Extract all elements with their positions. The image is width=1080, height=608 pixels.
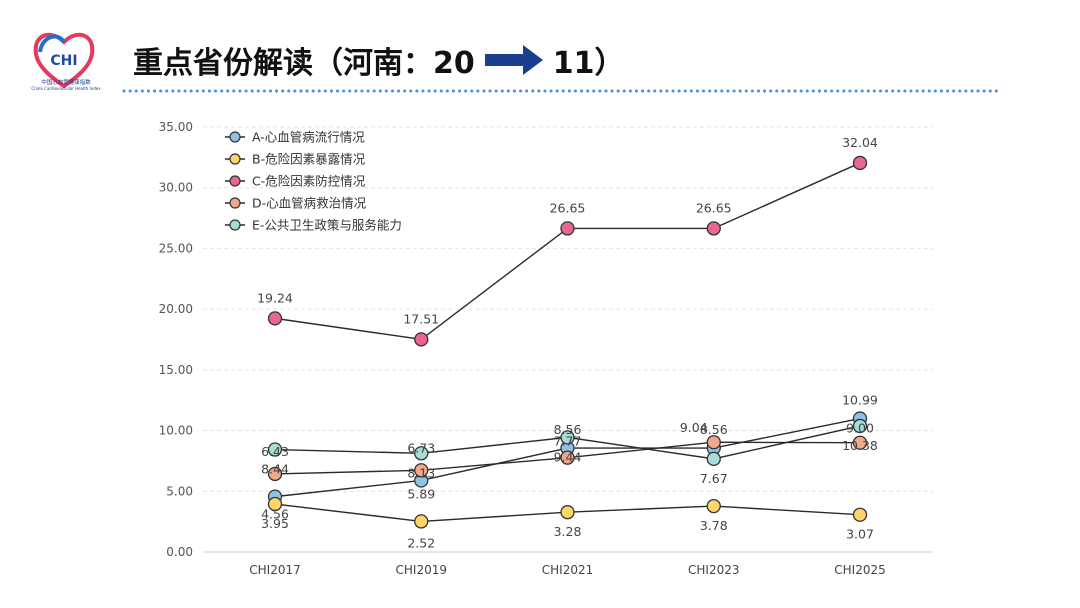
data-label: 4.56	[261, 507, 289, 522]
legend-entry: D-心血管病救治情况	[252, 196, 367, 211]
data-label: 10.99	[842, 393, 878, 408]
data-point	[560, 505, 575, 520]
data-label: 8.56	[554, 422, 582, 437]
data-point	[706, 451, 721, 467]
data-label: 8.56	[700, 422, 728, 437]
chi-logo: CHI	[33, 32, 95, 89]
data-label: 6.43	[261, 444, 289, 459]
y-tick-label: 25.00	[159, 241, 193, 255]
data-label: 8.13	[407, 465, 435, 480]
data-label: 7.67	[700, 471, 728, 486]
x-tick-label: CHI2023	[688, 563, 739, 577]
data-label: 2.52	[407, 535, 435, 550]
data-label: 3.07	[846, 527, 874, 542]
logo-subtagline: China Cardiovascular Health Index	[31, 86, 101, 91]
logo-text: CHI	[50, 53, 77, 69]
data-point	[414, 514, 429, 529]
page-title: 重点省份解读（河南：20 11）	[133, 38, 625, 82]
x-tick-label: CHI2025	[834, 563, 885, 577]
data-point	[414, 446, 429, 461]
data-point	[852, 418, 868, 434]
data-label: 17.51	[403, 311, 439, 326]
data-point	[560, 221, 575, 236]
x-tick-label: CHI2019	[396, 563, 447, 577]
data-point	[706, 498, 721, 514]
data-label: 9.44	[554, 449, 582, 464]
data-point	[560, 450, 575, 465]
data-label: 32.04	[842, 135, 878, 150]
data-point	[560, 430, 575, 445]
data-label: 9.00	[846, 421, 874, 436]
legend-entry: A-心血管病流行情况	[252, 130, 365, 145]
legend-entry: B-危险因素暴露情况	[252, 152, 366, 167]
data-point	[706, 435, 721, 450]
x-tick-label: CHI2021	[542, 563, 593, 577]
y-tick-label: 35.00	[159, 120, 193, 134]
x-tick-label: CHI2017	[249, 563, 300, 577]
y-tick-label: 5.00	[166, 484, 193, 498]
legend-marker	[229, 219, 241, 231]
data-point	[267, 466, 283, 482]
data-point	[414, 332, 429, 347]
y-tick-label: 20.00	[159, 302, 193, 316]
data-point	[852, 435, 868, 450]
data-point	[852, 155, 868, 171]
data-label: 10.38	[842, 438, 878, 453]
data-label: 8.44	[261, 462, 289, 477]
data-label: 19.24	[257, 290, 293, 305]
legend-marker	[229, 153, 241, 165]
data-label: 3.95	[261, 516, 289, 531]
data-label: 9.04	[680, 420, 708, 435]
legend-marker	[229, 131, 241, 143]
data-point	[267, 442, 283, 457]
data-point	[267, 496, 283, 512]
y-tick-label: 10.00	[159, 424, 193, 438]
title-prefix: 重点省份解读（河南：20	[133, 46, 475, 81]
legend-entry: C-危险因素防控情况	[252, 174, 366, 189]
data-label: 5.89	[407, 486, 435, 501]
legend-marker	[229, 197, 241, 209]
data-point	[852, 507, 868, 522]
title-suffix: 11）	[552, 46, 625, 81]
data-label: 6.73	[407, 440, 435, 455]
data-point	[267, 311, 283, 326]
data-label: 7.77	[554, 434, 582, 449]
data-point	[706, 221, 721, 236]
series-line	[274, 162, 861, 341]
legend-entry: E-公共卫生政策与服务能力	[252, 218, 402, 233]
data-point	[414, 463, 429, 478]
dotted-divider	[122, 89, 1004, 93]
data-label: 3.78	[700, 518, 728, 533]
y-tick-label: 0.00	[166, 545, 193, 559]
y-tick-label: 30.00	[159, 181, 193, 195]
logo-tagline: 中国心血管健康指数	[41, 80, 91, 86]
data-label: 3.28	[554, 524, 582, 539]
data-label: 26.65	[550, 200, 586, 215]
y-tick-label: 15.00	[159, 363, 193, 377]
data-label: 26.65	[696, 200, 732, 215]
right-arrow-icon	[484, 45, 543, 75]
legend-marker	[229, 175, 241, 187]
